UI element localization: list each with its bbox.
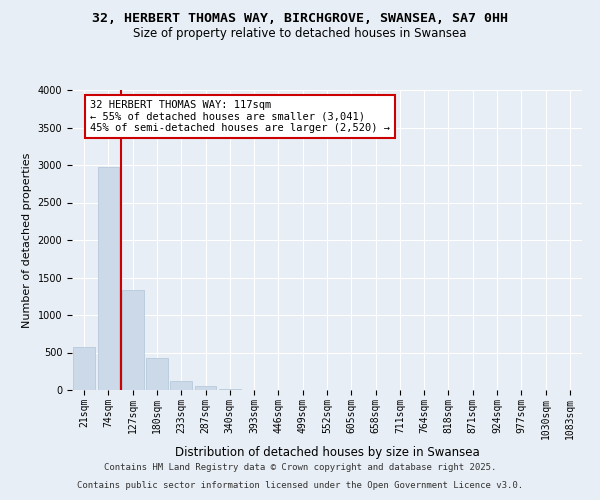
Bar	[122, 290, 143, 390]
Text: 32, HERBERT THOMAS WAY, BIRCHGROVE, SWANSEA, SA7 0HH: 32, HERBERT THOMAS WAY, BIRCHGROVE, SWAN…	[92, 12, 508, 26]
Text: Size of property relative to detached houses in Swansea: Size of property relative to detached ho…	[133, 28, 467, 40]
Text: Contains HM Land Registry data © Crown copyright and database right 2025.: Contains HM Land Registry data © Crown c…	[104, 464, 496, 472]
Text: 32 HERBERT THOMAS WAY: 117sqm
← 55% of detached houses are smaller (3,041)
45% o: 32 HERBERT THOMAS WAY: 117sqm ← 55% of d…	[90, 100, 390, 133]
Bar	[146, 358, 168, 390]
Bar	[170, 381, 192, 390]
Bar	[194, 386, 217, 390]
Bar	[73, 347, 95, 390]
Text: Contains public sector information licensed under the Open Government Licence v3: Contains public sector information licen…	[77, 481, 523, 490]
Bar	[219, 389, 241, 390]
X-axis label: Distribution of detached houses by size in Swansea: Distribution of detached houses by size …	[175, 446, 479, 458]
Y-axis label: Number of detached properties: Number of detached properties	[22, 152, 32, 328]
Bar	[97, 166, 119, 390]
